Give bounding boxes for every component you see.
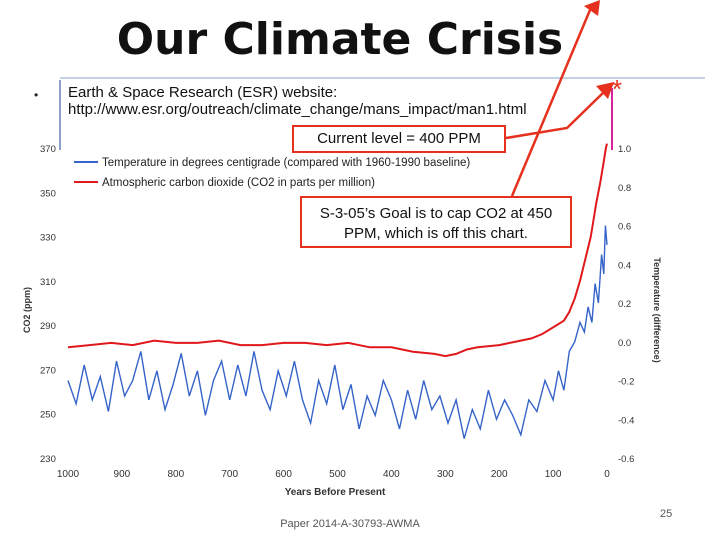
footer-citation: Paper 2014-A-30793-AWMA [280,518,420,530]
series-line-co2 [67,143,608,358]
x-tick-label: 600 [275,469,292,480]
x-tick-label: 100 [545,469,562,480]
goal-line: S-3-05’s Goal is to cap CO2 at 450 [319,205,553,222]
y-right-tick-label: -0.6 [618,454,634,465]
y-right-tick-label: -0.4 [618,415,634,426]
arrows-layer [505,0,614,197]
asterisk-marker: * [612,74,622,104]
y-axis-title-right: Temperature (difference) [652,257,662,362]
goal-line: PPM, which is off this chart. [344,225,528,242]
y-right-tick-label: -0.2 [618,377,634,388]
y-left-tick-label: 310 [40,277,56,288]
arrowhead-goal [584,0,600,16]
x-tick-label: 700 [221,469,238,480]
y-right-tick-label: 0.0 [618,338,631,349]
x-tick-label: 800 [167,469,184,480]
y-left-tick-label: 250 [40,410,56,421]
y-right-tick-label: 0.6 [618,222,631,233]
x-tick-label: 900 [114,469,131,480]
y-left-tick-label: 350 [40,188,56,199]
y-right-tick-label: 0.2 [618,299,631,310]
axes-layer: 1000 900 800 700 600 500 400 300 200 100 023025027… [40,144,634,480]
y-left-tick-label: 270 [40,365,56,376]
x-tick-label: 300 [437,469,454,480]
current-level-callout: Current level = 400 PPM [292,125,506,153]
source-note: Earth & Space Research (ESR) website: ht… [68,84,527,118]
legend-label-co2: Atmospheric carbon dioxide (CO2 in parts… [102,177,375,189]
source-note-line: Earth & Space Research (ESR) website: [68,84,338,101]
series-line-temperature [67,225,608,439]
bullet-marker: • [34,88,39,102]
y-right-tick-label: 0.8 [618,183,631,194]
x-tick-label: 0 [604,469,610,480]
x-axis-title: Years Before Present [285,487,386,498]
page-number: 25 [660,508,673,520]
x-tick-label: 200 [491,469,508,480]
y-left-tick-label: 370 [40,144,56,155]
y-left-tick-label: 230 [40,454,56,465]
y-left-tick-label: 290 [40,321,56,332]
y-right-tick-label: 1.0 [618,144,631,155]
y-left-tick-label: 330 [40,233,56,244]
x-tick-label: 1000 [57,469,80,480]
y-right-tick-label: 0.4 [618,260,631,271]
slide-title: Our Climate Crisis [116,14,564,65]
source-url: http://www.esr.org/outreach/climate_chan… [68,101,527,118]
arrowhead-current [596,82,614,99]
x-tick-label: 400 [383,469,400,480]
arrow-goal-to-top [510,9,592,197]
y-axis-title-left: CO2 (ppm) [22,287,32,333]
legend: Temperature in degrees centigrade (compa… [74,157,470,189]
arrow-current-to-marker [505,89,607,140]
legend-label-temperature: Temperature in degrees centigrade (compa… [102,157,470,169]
goal-callout: S-3-05’s Goal is to cap CO2 at 450 PPM, … [300,196,572,248]
series-layer [67,143,608,439]
x-tick-label: 500 [329,469,346,480]
